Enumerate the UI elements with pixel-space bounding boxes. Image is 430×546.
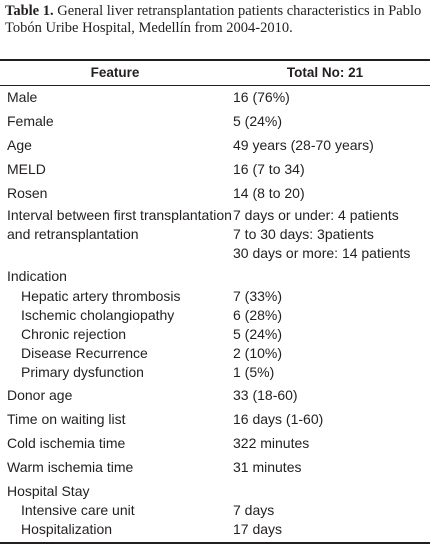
header-separator-rule: [0, 85, 430, 86]
row-value: 6 (28%): [233, 307, 283, 323]
row-value: 31 minutes: [233, 459, 302, 475]
row-feature-line: and retransplantation: [7, 226, 139, 242]
row-value: 49 years (28-70 years): [233, 137, 374, 153]
row-value: 2 (10%): [233, 345, 283, 361]
row-value: 16 (76%): [233, 89, 290, 105]
row-feature: Intensive care unit: [21, 502, 135, 518]
row-value: 1 (5%): [233, 364, 275, 380]
row-feature: Hepatic artery thrombosis: [21, 288, 181, 304]
row-feature: Rosen: [7, 185, 48, 201]
row-feature: Disease Recurrence: [21, 345, 148, 361]
row-feature: MELD: [7, 161, 46, 177]
row-feature: Chronic rejection: [21, 326, 127, 342]
table-caption-label: Table 1.: [5, 3, 54, 19]
row-feature: Hospitalization: [21, 521, 113, 537]
row-value: 322 minutes: [233, 435, 310, 451]
row-value: 16 (7 to 34): [233, 161, 305, 177]
row-value: 16 days (1-60): [233, 411, 324, 427]
row-value: 33 (18-60): [233, 387, 298, 403]
row-value-line: 7 days or under: 4 patients: [233, 207, 399, 223]
row-value-line: 7 to 30 days: 3patients: [233, 226, 374, 242]
row-value: 7 days: [233, 502, 275, 518]
row-value: 17 days: [233, 521, 283, 537]
row-value: 7 (33%): [233, 288, 283, 304]
table-top-rule: [0, 59, 430, 61]
row-value: 5 (24%): [233, 113, 283, 129]
row-value: 5 (24%): [233, 326, 283, 342]
column-header-total: Total No: 21: [286, 65, 364, 80]
table-caption: Table 1. General liver retransplantation…: [5, 3, 425, 37]
row-feature: Time on waiting list: [7, 411, 126, 427]
section-heading-hospital-stay: Hospital Stay: [7, 483, 90, 499]
column-header-feature: Feature: [90, 65, 140, 80]
row-feature: Cold ischemia time: [7, 435, 126, 451]
row-feature: Warm ischemia time: [7, 459, 134, 475]
table-bottom-rule: [0, 542, 430, 544]
row-value: 14 (8 to 20): [233, 185, 305, 201]
row-feature: Primary dysfunction: [21, 364, 144, 380]
row-feature-line: Interval between first transplantation: [7, 207, 232, 223]
row-feature: Female: [7, 113, 54, 129]
row-feature: Male: [7, 89, 38, 105]
row-feature: Age: [7, 137, 32, 153]
row-feature: Donor age: [7, 387, 73, 403]
section-heading-indication: Indication: [7, 268, 67, 284]
table-caption-text: General liver retransplantation patients…: [5, 3, 422, 36]
row-feature: Ischemic cholangiopathy: [21, 307, 175, 323]
row-value-line: 30 days or more: 14 patients: [233, 245, 411, 261]
